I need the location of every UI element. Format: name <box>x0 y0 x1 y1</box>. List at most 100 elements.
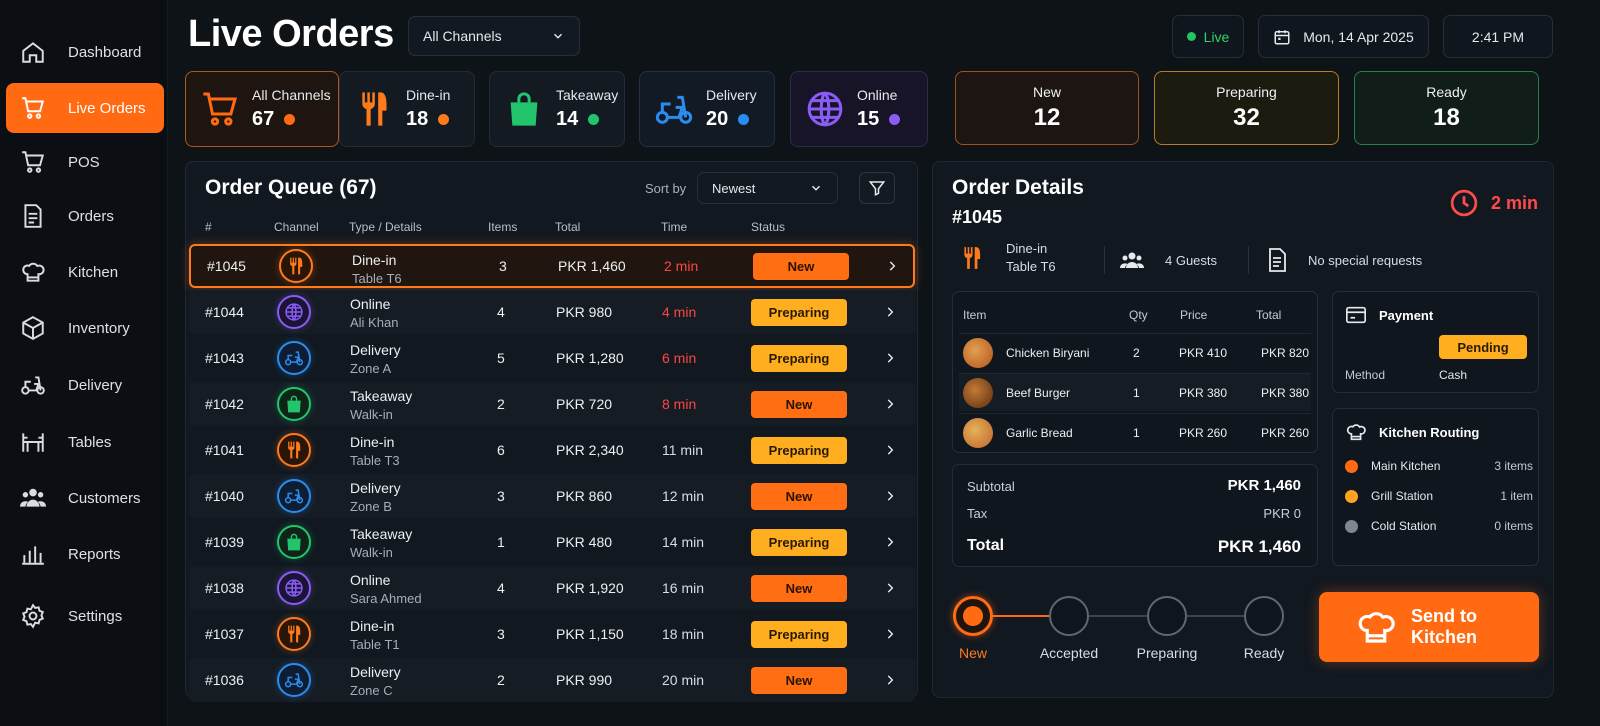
channel-status-dot <box>889 114 901 125</box>
order-detail: Zone A <box>350 361 392 376</box>
sidebar-item-delivery[interactable]: Delivery <box>6 360 164 410</box>
channel-card-all-channels[interactable]: All Channels 67 <box>185 71 339 147</box>
progress-step-new[interactable] <box>953 596 993 636</box>
total-value: PKR 1,460 <box>1217 537 1301 556</box>
status-card-new[interactable]: New 12 <box>955 71 1139 145</box>
chevron-right-icon[interactable] <box>883 305 897 319</box>
sidebar-item-orders[interactable]: Orders <box>6 191 164 241</box>
table-row[interactable]: #1039 Takeaway Walk-in 1 PKR 480 14 min Prepar… <box>189 520 915 564</box>
station-name: Cold Station <box>1371 519 1437 533</box>
chevron-right-icon[interactable] <box>883 673 897 687</box>
order-time: 2 min <box>664 258 699 274</box>
sidebar-item-tables[interactable]: Tables <box>6 417 164 467</box>
cart-icon <box>200 89 240 129</box>
channel-card-takeaway[interactable]: Takeaway 14 <box>489 71 625 147</box>
home-icon <box>20 39 46 65</box>
order-id: #1044 <box>205 304 244 320</box>
order-type: Dine-in <box>352 252 397 268</box>
progress-step-preparing[interactable] <box>1147 596 1187 636</box>
status-card-label: Preparing <box>1216 84 1277 100</box>
sidebar-item-pos[interactable]: POS <box>6 137 164 187</box>
gear-icon <box>20 603 46 629</box>
channel-card-delivery[interactable]: Delivery 20 <box>639 71 775 147</box>
sidebar-item-customers[interactable]: Customers <box>6 473 164 523</box>
special-requests: No special requests <box>1308 252 1423 268</box>
chevron-right-icon[interactable] <box>883 443 897 457</box>
chef-hat-icon <box>20 259 46 285</box>
channel-label: Dine-in <box>406 87 451 103</box>
channel-label: All Channels <box>252 87 331 103</box>
order-table: Table T6 <box>1006 259 1056 274</box>
table-row[interactable]: #1045 Dine-in Table T6 3 PKR 1,460 2 min New <box>189 244 915 288</box>
status-card-label: New <box>1032 84 1061 100</box>
sort-dropdown[interactable]: Newest <box>697 172 838 204</box>
channel-count: 15 <box>857 108 880 130</box>
order-type: Delivery <box>350 342 401 358</box>
order-detail: Walk-in <box>350 545 393 560</box>
status-badge: Preparing <box>751 620 847 648</box>
bag-icon <box>277 387 311 421</box>
table-row[interactable]: #1037 Dine-in Table T1 3 PKR 1,150 18 min Prep… <box>189 612 915 656</box>
sidebar-item-settings[interactable]: Settings <box>6 591 164 641</box>
order-time: 6 min <box>662 350 697 366</box>
channel-card-online[interactable]: Online 15 <box>790 71 928 147</box>
column-header: Status <box>751 220 786 234</box>
channel-status-dot <box>284 114 296 125</box>
item-total: PKR 380 <box>1261 386 1310 400</box>
table-row[interactable]: #1041 Dine-in Table T3 6 PKR 2,340 11 min Prep… <box>189 428 915 472</box>
table-row[interactable]: #1036 Delivery Zone C 2 PKR 990 20 min New <box>189 658 915 702</box>
food-thumbnail <box>963 338 993 368</box>
date-text: Mon, 14 Apr 2025 <box>1303 28 1414 45</box>
sidebar-item-label: Customers <box>68 489 141 507</box>
chevron-right-icon[interactable] <box>883 535 897 549</box>
total-label: Total <box>967 537 1005 554</box>
progress-step-ready[interactable] <box>1244 596 1284 636</box>
order-detail: Ali Khan <box>350 315 399 330</box>
send-to-kitchen-button[interactable]: Send to Kitchen <box>1319 592 1539 662</box>
payment-box: Payment Pending Method Cash <box>1332 291 1539 393</box>
sidebar-item-reports[interactable]: Reports <box>6 529 164 579</box>
list-item: Garlic Bread 1 PKR 260 PKR 260 <box>959 413 1311 451</box>
status-card-ready[interactable]: Ready 18 <box>1354 71 1539 145</box>
order-total: PKR 720 <box>556 396 613 412</box>
sidebar-item-live-orders[interactable]: Live Orders <box>6 83 164 133</box>
item-price: PKR 260 <box>1179 426 1228 440</box>
order-id: #1043 <box>205 350 244 366</box>
order-type: Online <box>350 572 391 588</box>
chevron-down-icon <box>551 29 565 43</box>
chevron-right-icon[interactable] <box>883 351 897 365</box>
column-header: Items <box>488 220 518 234</box>
channel-card-dine-in[interactable]: Dine-in 18 <box>339 71 475 147</box>
chevron-right-icon[interactable] <box>883 489 897 503</box>
table-row[interactable]: #1038 Online Sara Ahmed 4 PKR 1,920 16 min New <box>189 566 915 610</box>
order-time: 20 min <box>662 672 705 688</box>
filter-button[interactable] <box>859 172 895 204</box>
sidebar-item-dashboard[interactable]: Dashboard <box>6 27 164 77</box>
progress-step-accepted[interactable] <box>1049 596 1089 636</box>
order-type: Dine-in <box>350 618 395 634</box>
chevron-right-icon[interactable] <box>883 627 897 641</box>
table-row[interactable]: #1043 Delivery Zone A 5 PKR 1,280 6 min Prepar… <box>189 336 915 380</box>
sidebar-item-kitchen[interactable]: Kitchen <box>6 247 164 297</box>
sidebar-item-label: Inventory <box>68 319 130 337</box>
progress-step-label: Ready <box>1243 645 1285 661</box>
status-card-preparing[interactable]: Preparing 32 <box>1154 71 1339 145</box>
live-dot <box>1186 32 1196 41</box>
chevron-right-icon[interactable] <box>883 581 897 595</box>
sort-value: Newest <box>712 180 756 196</box>
order-total: PKR 2,340 <box>556 442 624 458</box>
sidebar-item-inventory[interactable]: Inventory <box>6 303 164 353</box>
table-row[interactable]: #1044 Online Ali Khan 4 PKR 980 4 min Preparin… <box>189 290 915 334</box>
table-row[interactable]: #1042 Takeaway Walk-in 2 PKR 720 8 min New <box>189 382 915 426</box>
chevron-right-icon[interactable] <box>883 397 897 411</box>
status-badge: New <box>751 666 847 694</box>
progress-line <box>1187 615 1244 617</box>
chef-hat-icon <box>1333 606 1397 648</box>
payment-method-value: Cash <box>1439 368 1468 382</box>
channel-filter-dropdown[interactable]: All Channels <box>408 16 580 56</box>
table-row[interactable]: #1040 Delivery Zone B 3 PKR 860 12 min New <box>189 474 915 518</box>
order-summary: Subtotal PKR 1,460 Tax PKR 0 Total PKR 1… <box>952 464 1318 567</box>
chevron-right-icon[interactable] <box>885 259 899 273</box>
order-total: PKR 990 <box>556 672 613 688</box>
cart-icon <box>20 149 46 175</box>
